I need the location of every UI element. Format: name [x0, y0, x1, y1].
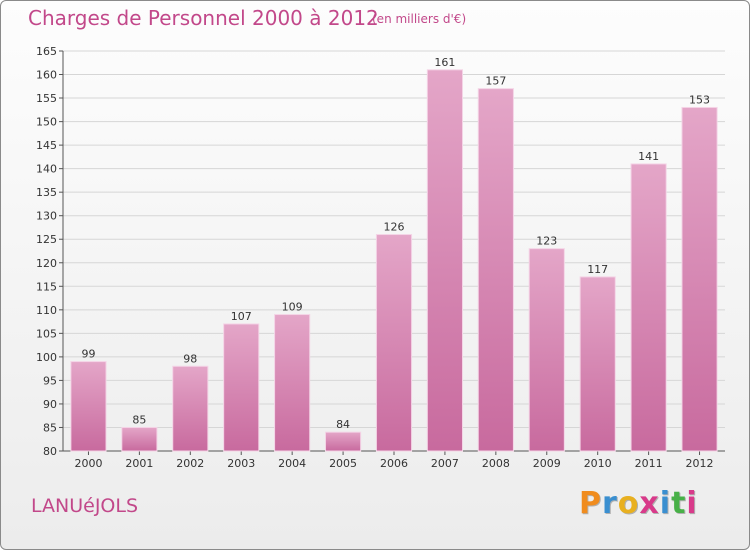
chart-subtitle: (en milliers d'€) [372, 12, 467, 26]
bar-2009 [528, 248, 565, 452]
x-tick-label: 2001 [125, 457, 153, 470]
y-tick-label: 160 [36, 69, 57, 82]
y-tick-label: 130 [36, 210, 57, 223]
data-label: 99 [81, 348, 95, 361]
proxiti-logo: Proxiti [579, 486, 698, 521]
data-label: 161 [434, 56, 455, 69]
y-tick-label: 120 [36, 257, 57, 270]
x-tick-label: 2002 [176, 457, 204, 470]
data-label: 126 [384, 221, 405, 234]
x-tick-label: 2005 [329, 457, 357, 470]
bar-2000 [70, 361, 107, 452]
x-tick-label: 2004 [278, 457, 306, 470]
data-label: 153 [689, 93, 710, 106]
x-tick-label: 2011 [635, 457, 663, 470]
bar-2007 [426, 69, 463, 452]
bar-2003 [223, 323, 260, 452]
x-tick-label: 2008 [482, 457, 510, 470]
y-tick-label: 165 [36, 45, 57, 58]
data-label: 84 [336, 418, 350, 431]
y-tick-label: 135 [36, 186, 57, 199]
x-tick-label: 2010 [584, 457, 612, 470]
y-tick-label: 145 [36, 139, 57, 152]
y-tick-label: 110 [36, 304, 57, 317]
logo-letter: P [579, 486, 602, 521]
x-tick-label: 2006 [380, 457, 408, 470]
y-tick-label: 105 [36, 327, 57, 340]
commune-name: LANUéJOLS [31, 495, 139, 517]
data-label: 85 [132, 413, 146, 426]
y-tick-label: 80 [43, 445, 57, 458]
logo-letter: i [659, 486, 672, 521]
labels: 80 85 90 95 100 105 110 115 120 125 130 135 140 145 15… [36, 45, 714, 470]
bar-2012 [681, 106, 718, 452]
y-tick-label: 140 [36, 163, 57, 176]
bar-2004 [274, 314, 311, 452]
data-label: 141 [638, 150, 659, 163]
logo-letter: x [639, 486, 660, 521]
data-label: 109 [282, 301, 303, 314]
x-tick-label: 2003 [227, 457, 255, 470]
bar-2011 [630, 163, 667, 452]
data-label: 98 [183, 352, 197, 365]
y-tick-label: 115 [36, 280, 57, 293]
y-tick-label: 95 [43, 374, 57, 387]
logo-letter: r [602, 486, 618, 521]
logo-letter: o [617, 486, 640, 521]
data-label: 117 [587, 263, 608, 276]
bar-2002 [172, 365, 209, 452]
y-tick-label: 150 [36, 116, 57, 129]
y-tick-label: 85 [43, 421, 57, 434]
x-tick-label: 2000 [74, 457, 102, 470]
logo-letter: i [686, 486, 698, 521]
y-tick-label: 100 [36, 351, 57, 364]
bar-2005 [325, 431, 362, 452]
bar-2010 [579, 276, 616, 452]
data-label: 157 [485, 75, 506, 88]
logo-letter: t [671, 486, 687, 521]
x-tick-label: 2009 [533, 457, 561, 470]
y-tick-label: 155 [36, 92, 57, 105]
data-label: 107 [231, 310, 252, 323]
x-tick-label: 2007 [431, 457, 459, 470]
data-label: 123 [536, 235, 557, 248]
y-tick-label: 90 [43, 398, 57, 411]
bars [70, 69, 718, 452]
y-tick-label: 125 [36, 233, 57, 246]
chart-title: Charges de Personnel 2000 à 2012 [28, 6, 379, 30]
x-tick-label: 2012 [686, 457, 714, 470]
bar-2001 [121, 426, 158, 452]
bar-2006 [375, 234, 413, 452]
bar-2008 [477, 88, 514, 452]
